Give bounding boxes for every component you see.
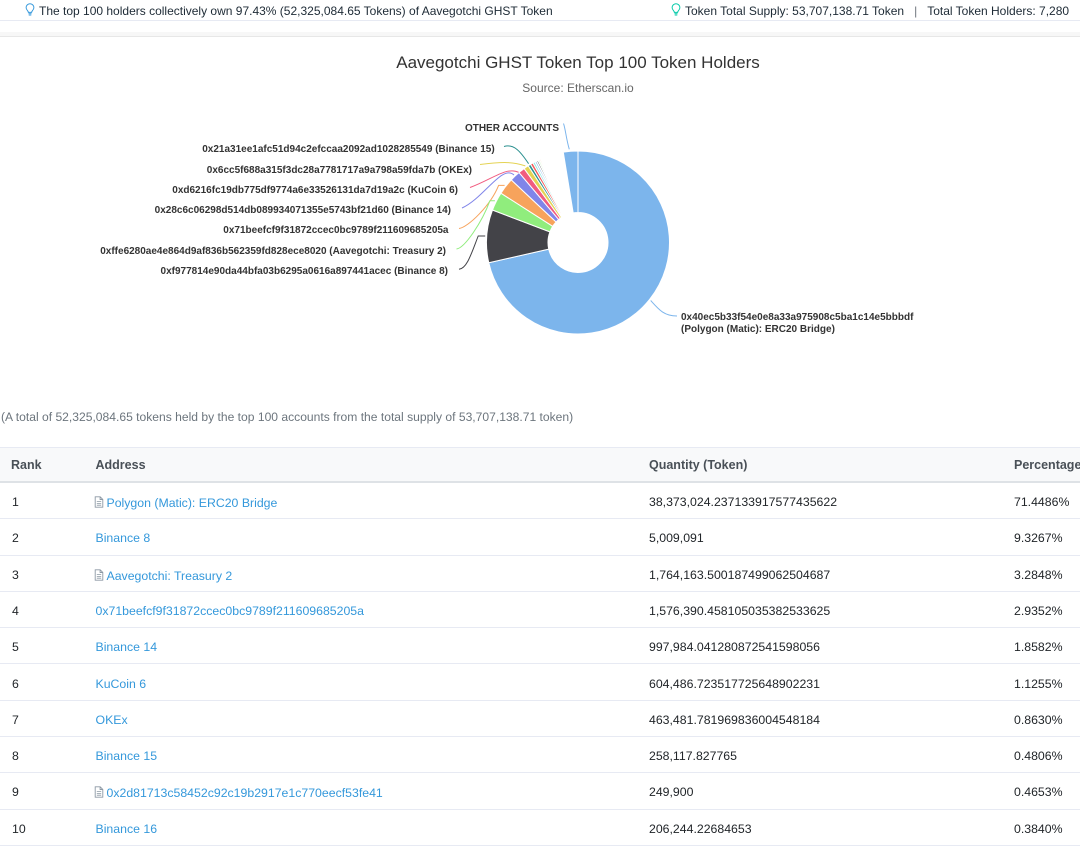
svg-text:0xf977814e90da44bfa03b6295a061: 0xf977814e90da44bfa03b6295a0616a897441ac… <box>161 266 448 277</box>
svg-text:0xffe6280ae4e864d9af836b562359: 0xffe6280ae4e864d9af836b562359fd828ece80… <box>100 246 446 257</box>
svg-text:0x6cc5f688a315f3dc28a7781717a9: 0x6cc5f688a315f3dc28a7781717a9a798a59fda… <box>207 165 472 176</box>
svg-text:0xd6216fc19db775df9774a6e33526: 0xd6216fc19db775df9774a6e33526131da7d19a… <box>172 185 458 196</box>
svg-text:Aavegotchi GHST Token Top 100: Aavegotchi GHST Token Top 100 Token Hold… <box>396 53 760 72</box>
svg-text:(Polygon (Matic): ERC20 Bridge: (Polygon (Matic): ERC20 Bridge) <box>681 324 835 335</box>
svg-text:Source: Etherscan.io: Source: Etherscan.io <box>522 81 634 95</box>
svg-text:0x21a31ee1afc51d94c2efccaa2092: 0x21a31ee1afc51d94c2efccaa2092ad10282855… <box>202 144 494 155</box>
svg-text:0x28c6c06298d514db089934071355: 0x28c6c06298d514db089934071355e5743bf21d… <box>155 205 451 216</box>
svg-text:0x71beefcf9f31872ccec0bc9789f2: 0x71beefcf9f31872ccec0bc9789f21160968520… <box>223 225 449 236</box>
svg-text:0x40ec5b33f54e0e8a33a975908c5b: 0x40ec5b33f54e0e8a33a975908c5ba1c14e5bbb… <box>681 312 914 323</box>
svg-text:OTHER ACCOUNTS: OTHER ACCOUNTS <box>465 123 559 134</box>
